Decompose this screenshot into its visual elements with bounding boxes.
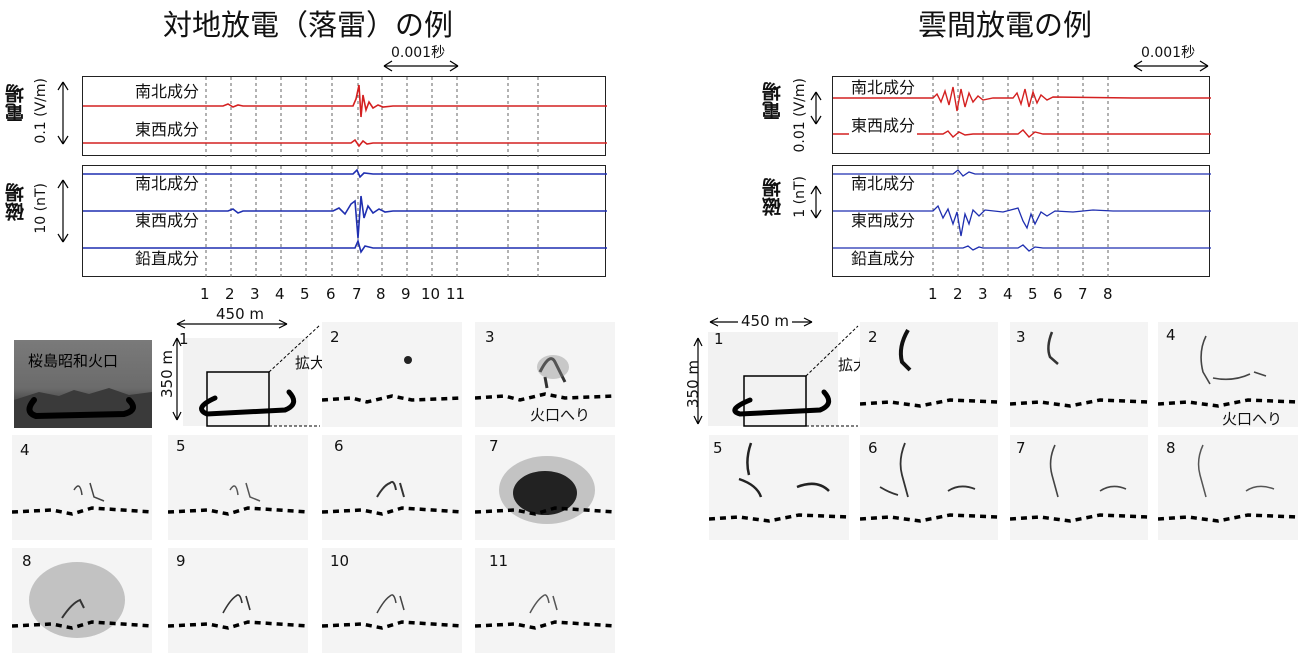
frame-number: 5 bbox=[176, 437, 186, 455]
right-frame-5: 5 bbox=[709, 435, 849, 540]
left-frame-2: 2 bbox=[322, 322, 462, 427]
right-width-scale: 450 m bbox=[738, 312, 793, 330]
right-mfield-ew-label: 東西成分 bbox=[849, 211, 918, 230]
right-tick: 2 bbox=[953, 285, 963, 303]
right-tick: 8 bbox=[1103, 285, 1113, 303]
left-tick: 10 bbox=[421, 285, 441, 303]
frame-number: 2 bbox=[330, 328, 340, 346]
right-mfield-label: 磁場 bbox=[762, 178, 784, 216]
left-tick: 2 bbox=[225, 285, 235, 303]
left-tick: 3 bbox=[250, 285, 260, 303]
right-frame-1: 450 m 350 m 1 拡大 bbox=[684, 312, 868, 430]
left-crater-rim-label: 火口へり bbox=[530, 406, 591, 424]
left-efield-ew-label: 東西成分 bbox=[133, 120, 202, 139]
frame-number: 6 bbox=[868, 439, 878, 457]
left-frame-6: 6 bbox=[322, 435, 462, 540]
right-frame-4: 4 火口へり bbox=[1158, 322, 1298, 427]
right-frame-2: 2 bbox=[860, 322, 998, 427]
left-mfield-ew-label: 東西成分 bbox=[133, 211, 202, 230]
right-title: 雲間放電の例 bbox=[918, 8, 1093, 42]
frame-number: 8 bbox=[1166, 439, 1176, 457]
left-tick: 1 bbox=[200, 285, 210, 303]
left-frame-1: 450 m 350 m 1 拡大 bbox=[155, 305, 345, 430]
right-tick: 1 bbox=[928, 285, 938, 303]
double-arrow-icon bbox=[383, 60, 459, 72]
frame-number: 3 bbox=[1016, 328, 1026, 346]
left-frame-8: 8 bbox=[12, 548, 152, 653]
left-tick: 9 bbox=[401, 285, 411, 303]
left-title: 対地放電（落雷）の例 bbox=[163, 8, 454, 42]
left-tick: 6 bbox=[326, 285, 336, 303]
frame-number: 1 bbox=[714, 330, 724, 348]
right-height-scale: 350 m bbox=[684, 360, 702, 409]
left-frame-9: 9 bbox=[168, 548, 308, 653]
right-frame-3: 3 bbox=[1010, 322, 1148, 427]
right-tick: 6 bbox=[1053, 285, 1063, 303]
left-efield-panel: 南北成分 東西成分 bbox=[82, 76, 607, 157]
crater-name: 桜島昭和火口 bbox=[28, 352, 119, 370]
right-frame-7: 7 bbox=[1010, 435, 1148, 540]
left-mfield-scale: 10 (nT) bbox=[33, 183, 49, 234]
right-mfield-ns-label: 南北成分 bbox=[849, 174, 918, 193]
left-time-scale: 0.001秒 bbox=[382, 42, 460, 72]
left-frame-4: 4 bbox=[12, 435, 152, 540]
left-tick: 7 bbox=[352, 285, 362, 303]
frame-number: 10 bbox=[330, 552, 350, 570]
left-time-scale-label: 0.001秒 bbox=[391, 45, 446, 61]
left-frame-5: 5 bbox=[168, 435, 308, 540]
left-efield-ns-label: 南北成分 bbox=[133, 82, 202, 101]
right-tick: 7 bbox=[1078, 285, 1088, 303]
left-frame-7: 7 bbox=[475, 435, 615, 540]
right-crater-rim-label: 火口へり bbox=[1222, 410, 1283, 427]
right-mfield-panel: 南北成分 東西成分 鉛直成分 bbox=[832, 165, 1211, 278]
right-tick: 4 bbox=[1003, 285, 1013, 303]
right-tick: 3 bbox=[978, 285, 988, 303]
left-frame-3: 3 火口へり bbox=[475, 322, 615, 427]
frame-number: 7 bbox=[489, 437, 499, 455]
left-mfield-ns-label: 南北成分 bbox=[133, 174, 202, 193]
frame-number: 11 bbox=[489, 552, 509, 570]
right-time-scale-label: 0.001秒 bbox=[1141, 45, 1196, 61]
frame-number: 2 bbox=[868, 328, 878, 346]
crater-photo: 桜島昭和火口 bbox=[14, 340, 152, 428]
left-height-scale: 350 m bbox=[158, 350, 176, 399]
left-tick: 8 bbox=[376, 285, 386, 303]
right-mfield-vert-label: 鉛直成分 bbox=[849, 249, 918, 268]
left-frame-11: 11 bbox=[475, 548, 615, 653]
left-width-scale: 450 m bbox=[213, 305, 268, 323]
right-frame-6: 6 bbox=[860, 435, 998, 540]
right-efield-label: 電場 bbox=[762, 82, 784, 120]
frame-number: 1 bbox=[179, 330, 189, 348]
frame-number: 4 bbox=[1166, 326, 1176, 344]
double-arrow-icon bbox=[1133, 60, 1209, 72]
frame-number: 3 bbox=[485, 328, 495, 346]
left-efield-scale: 0.1 (V/m) bbox=[33, 78, 49, 144]
right-tick: 5 bbox=[1028, 285, 1038, 303]
right-efield-ns-label: 南北成分 bbox=[849, 78, 918, 97]
left-tick: 4 bbox=[275, 285, 285, 303]
right-efield-panel: 南北成分 東西成分 bbox=[832, 76, 1211, 155]
left-frame-10: 10 bbox=[322, 548, 462, 653]
left-mfield-vert-label: 鉛直成分 bbox=[133, 249, 202, 268]
left-zoom-label: 拡大 bbox=[295, 354, 326, 372]
frame-number: 5 bbox=[713, 439, 723, 457]
right-time-scale: 0.001秒 bbox=[1132, 42, 1210, 72]
frame-number: 6 bbox=[334, 437, 344, 455]
right-scale-arrows bbox=[810, 91, 822, 219]
frame-number: 9 bbox=[176, 552, 186, 570]
left-tick: 11 bbox=[446, 285, 466, 303]
left-scale-arrows bbox=[57, 81, 69, 243]
left-mfield-panel: 南北成分 東西成分 鉛直成分 bbox=[82, 165, 607, 278]
left-mfield-label: 磁場 bbox=[5, 183, 27, 221]
frame-number: 8 bbox=[22, 552, 32, 570]
left-tick: 5 bbox=[300, 285, 310, 303]
frame-number: 7 bbox=[1016, 439, 1026, 457]
left-efield-label: 電場 bbox=[5, 84, 27, 122]
right-efield-ew-label: 東西成分 bbox=[849, 116, 918, 135]
right-frame-8: 8 bbox=[1158, 435, 1298, 540]
frame-number: 4 bbox=[20, 441, 30, 459]
